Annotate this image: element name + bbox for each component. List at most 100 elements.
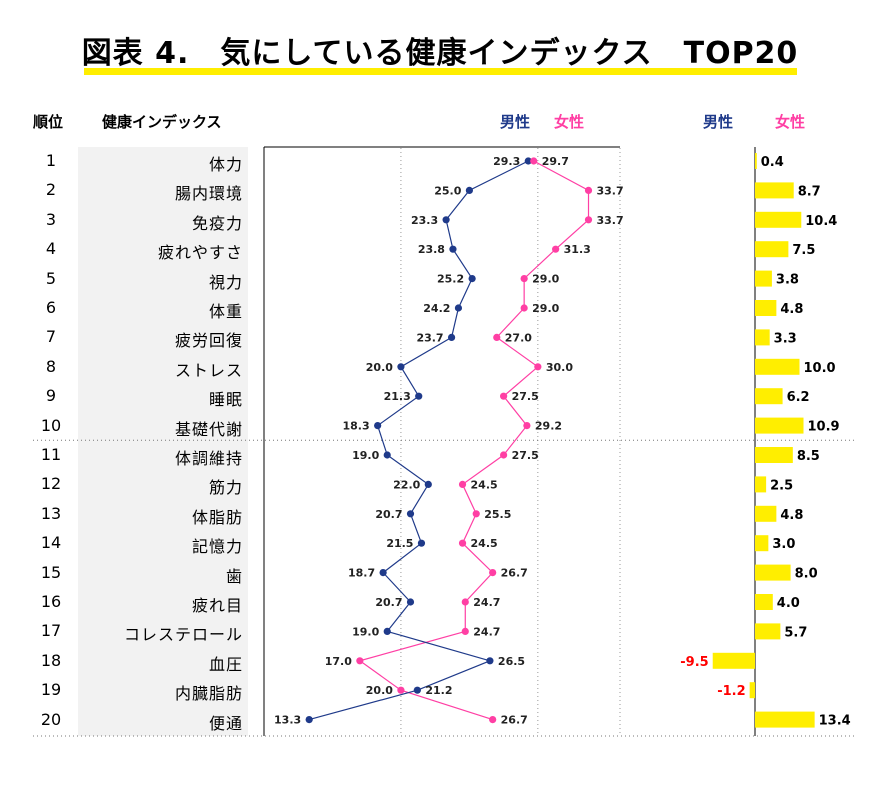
rank-label: 15 [40,562,62,582]
female-value-label: 24.5 [471,537,498,550]
index-name: 疲れやすさ [157,243,243,263]
difference-label: 5.7 [784,625,807,640]
female-value-label: 26.7 [501,714,528,727]
male-point [305,716,313,724]
male-point [415,392,423,400]
female-value-label: 20.0 [366,684,393,697]
female-value-label: 27.5 [512,449,539,462]
index-name: 免疫力 [191,213,243,233]
index-name: 睡眠 [208,390,243,410]
female-value-label: 24.7 [473,596,500,609]
difference-label: 4.0 [777,596,800,611]
difference-bar [755,270,772,287]
male-value-label: 21.5 [386,537,413,550]
female-point [461,598,469,606]
male-value-label: 21.3 [384,390,411,403]
difference-label: 4.8 [780,302,803,317]
female-point [523,422,531,430]
male-point [449,245,457,253]
difference-bar [755,182,794,199]
male-point [442,216,450,224]
male-point [465,186,473,194]
male-value-label: 26.5 [498,655,525,668]
difference-label: 0.4 [761,155,784,170]
rank-label: 2 [45,180,57,200]
rank-label: 16 [40,592,62,611]
rank-label: 17 [40,621,62,641]
female-point [584,216,593,224]
female-point [520,304,528,312]
male-value-label: 18.7 [348,567,375,580]
female-point [552,245,560,253]
difference-bar [755,241,789,258]
difference-label: 3.8 [776,273,799,288]
rank-label: 10 [40,415,62,435]
index-name: 腸内環境 [174,184,243,204]
index-name: 歯 [225,566,243,586]
difference-label: 7.5 [792,243,815,258]
male-value-label: 21.2 [425,684,452,697]
male-value-label: 22.0 [393,478,420,491]
male-value-label: 25.2 [437,273,464,286]
male-point [383,451,391,459]
difference-bar [712,652,755,669]
index-name: 便通 [208,713,243,733]
female-value-label: 27.0 [505,331,532,344]
female-value-label: 29.7 [542,155,569,168]
male-value-label: 23.7 [416,331,443,344]
difference-label: 10.9 [808,420,840,435]
difference-bar [755,564,791,581]
female-point [534,363,542,371]
difference-label: 8.0 [795,567,818,582]
rank-label: 7 [45,327,57,347]
female-point [500,392,508,400]
male-point [424,480,432,488]
difference-label: -9.5 [680,655,708,670]
female-value-label: 30.0 [546,361,573,374]
difference-bar [755,711,815,728]
difference-bar [755,447,793,463]
difference-bar [755,417,804,434]
female-point [458,539,467,547]
difference-label: 4.8 [780,508,803,523]
male-value-label: 13.3 [274,714,301,727]
difference-bar [755,505,777,522]
rank-label: 12 [40,474,62,494]
male-point [383,627,391,636]
diff-header-male: 男性 [703,113,734,131]
difference-bar [755,623,781,640]
index-name: ストレス [174,360,243,380]
index-name: 体脂肪 [191,507,243,527]
female-point [520,275,528,283]
index-name: 疲れ目 [191,596,243,615]
female-point [500,451,508,459]
difference-label: 10.0 [804,361,836,376]
female-point [584,186,593,194]
female-value-label: 29.0 [532,273,559,286]
index-name: 筋力 [208,478,243,498]
difference-bar [755,300,777,316]
rank-label: 1 [45,151,57,170]
male-value-label: 23.3 [411,214,438,227]
difference-label: 10.4 [805,214,837,229]
male-point [454,304,463,312]
rank-label: 8 [45,356,57,376]
female-point [493,333,501,341]
rank-label: 18 [40,650,62,670]
male-series-line [309,160,529,721]
difference-label: 6.2 [787,390,810,405]
index-name-band [78,147,248,736]
index-name: 基礎代謝 [174,419,243,439]
difference-label: 13.4 [819,714,851,729]
male-point [447,333,456,341]
difference-label: 8.7 [798,184,821,199]
male-point [486,657,494,665]
male-value-label: 20.7 [375,508,402,521]
header-rank: 順位 [33,113,64,131]
header-index: 健康インデックス [102,113,222,131]
rank-label: 19 [40,680,62,700]
rank-label: 5 [45,268,57,288]
female-point [461,627,469,636]
index-name: 体調維持 [174,449,243,468]
female-value-label: 29.2 [535,420,562,433]
